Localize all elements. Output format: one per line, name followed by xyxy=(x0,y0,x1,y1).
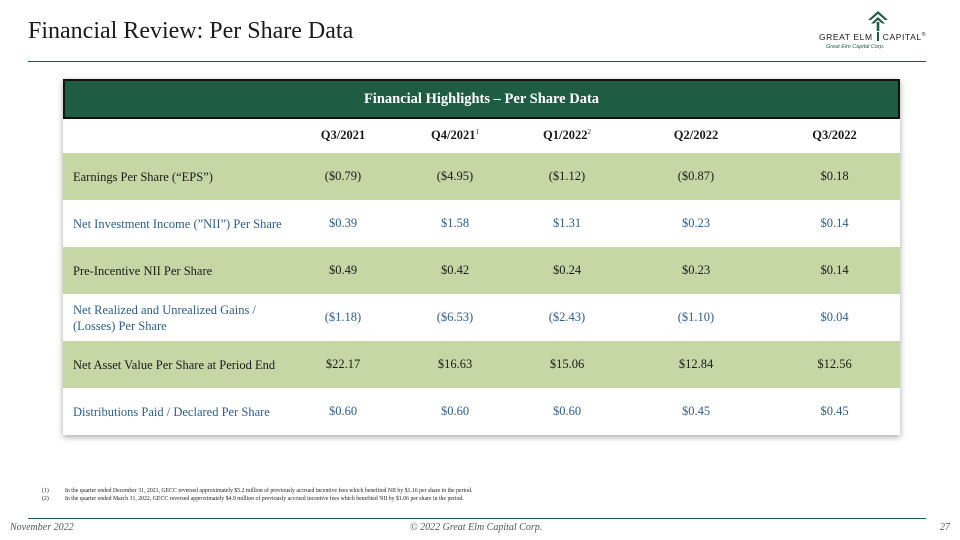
table-body: Earnings Per Share (“EPS”) ($0.79) ($4.95)… xyxy=(63,153,900,435)
row-label: Distributions Paid / Declared Per Share xyxy=(63,388,287,435)
table-header-row: Q3/2021 Q4/20211 Q1/20222 Q2/2022 Q3/202… xyxy=(63,119,900,153)
table-cell: ($1.12) xyxy=(511,153,623,200)
table-cell: $0.18 xyxy=(769,153,900,200)
table-row: Net Investment Income (”NII”) Per Share $… xyxy=(63,200,900,247)
table-cell: $16.63 xyxy=(399,341,511,388)
per-share-grid: Q3/2021 Q4/20211 Q1/20222 Q2/2022 Q3/202… xyxy=(63,119,900,435)
table-cell: $0.39 xyxy=(287,200,399,247)
table-cell: $0.60 xyxy=(287,388,399,435)
row-label: Net Asset Value Per Share at Period End xyxy=(63,341,287,388)
table-cell: $1.31 xyxy=(511,200,623,247)
table-cell: $0.23 xyxy=(623,247,769,294)
table-cell: $0.42 xyxy=(399,247,511,294)
table-cell: $22.17 xyxy=(287,341,399,388)
table-row: Pre-Incentive NII Per Share $0.49 $0.42 $0.… xyxy=(63,247,900,294)
column-header: Q2/2022 xyxy=(623,119,769,153)
table-cell: ($4.95) xyxy=(399,153,511,200)
table-cell: $0.60 xyxy=(399,388,511,435)
row-label: Net Realized and Unrealized Gains / (Los… xyxy=(63,294,287,341)
column-header: Q3/2021 xyxy=(287,119,399,153)
logo-wordmark: GREAT ELM CAPITAL® xyxy=(819,32,926,42)
table-cell: $0.14 xyxy=(769,200,900,247)
table-cell: ($2.43) xyxy=(511,294,623,341)
column-header-metric xyxy=(63,119,287,153)
table-cell: ($1.18) xyxy=(287,294,399,341)
logo-divider xyxy=(876,32,879,41)
table-cell: $0.45 xyxy=(769,388,900,435)
logo-trademark: ® xyxy=(921,32,926,39)
table-cell: $0.24 xyxy=(511,247,623,294)
column-header: Q3/2022 xyxy=(769,119,900,153)
row-label: Earnings Per Share (“EPS”) xyxy=(63,153,287,200)
table-banner: Financial Highlights – Per Share Data xyxy=(63,79,900,119)
row-label: Net Investment Income (”NII”) Per Share xyxy=(63,200,287,247)
footer-date: November 2022 xyxy=(10,522,74,533)
row-label: Pre-Incentive NII Per Share xyxy=(63,247,287,294)
footnotes: (1) In the quarter ended December 31, 202… xyxy=(42,487,472,503)
table-cell: $12.56 xyxy=(769,341,900,388)
table-cell: ($1.10) xyxy=(623,294,769,341)
table-row: Net Asset Value Per Share at Period End $… xyxy=(63,341,900,388)
column-header: Q4/20211 xyxy=(399,119,511,153)
per-share-table: Financial Highlights – Per Share Data Q3… xyxy=(63,79,900,435)
slide-title: Financial Review: Per Share Data xyxy=(28,18,354,44)
table-cell: ($0.87) xyxy=(623,153,769,200)
table-cell: ($0.79) xyxy=(287,153,399,200)
footer-copyright: © 2022 Great Elm Capital Corp. xyxy=(410,522,543,533)
footnote: (2) In the quarter ended March 31, 2022, … xyxy=(42,496,464,502)
table-cell: $0.60 xyxy=(511,388,623,435)
title-divider xyxy=(28,61,926,62)
table-cell: ($6.53) xyxy=(399,294,511,341)
table-cell: $1.58 xyxy=(399,200,511,247)
table-cell: $0.04 xyxy=(769,294,900,341)
table-row: Net Realized and Unrealized Gains / (Los… xyxy=(63,294,900,341)
page-number: 27 xyxy=(940,522,950,533)
table-cell: $0.14 xyxy=(769,247,900,294)
logo-name-left: GREAT ELM xyxy=(818,32,873,42)
column-header: Q1/20222 xyxy=(511,119,623,153)
table-cell: $0.23 xyxy=(623,200,769,247)
table-cell: $15.06 xyxy=(511,341,623,388)
table-cell: $12.84 xyxy=(623,341,769,388)
elm-chevron-icon xyxy=(868,11,888,31)
table-row: Distributions Paid / Declared Per Share $… xyxy=(63,388,900,435)
table-row: Earnings Per Share (“EPS”) ($0.79) ($4.95)… xyxy=(63,153,900,200)
company-logo: GREAT ELM CAPITAL® Great Elm Capital Corp… xyxy=(814,11,926,53)
table-cell: $0.45 xyxy=(623,388,769,435)
footer-divider xyxy=(28,518,926,519)
footnote: (1) In the quarter ended December 31, 202… xyxy=(42,488,473,494)
table-cell: $0.49 xyxy=(287,247,399,294)
logo-name-right: CAPITAL xyxy=(882,32,922,42)
logo-tagline: Great Elm Capital Corp. xyxy=(826,44,885,50)
